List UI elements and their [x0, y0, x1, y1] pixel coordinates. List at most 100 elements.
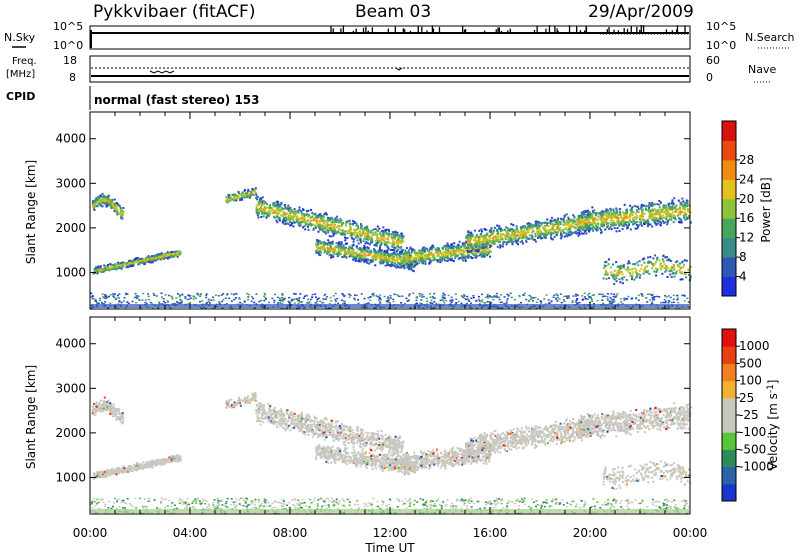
echo-pixel — [543, 221, 546, 224]
echo-pixel — [152, 255, 155, 258]
echo-pixel — [249, 195, 252, 198]
echo-pixel — [345, 255, 348, 258]
echo-pixel — [322, 215, 325, 218]
ground-scatter-pixel — [298, 301, 301, 303]
ground-scatter-pixel — [450, 296, 453, 299]
echo-pixel — [278, 216, 281, 219]
echo-pixel — [684, 208, 687, 211]
echo-pixel — [460, 256, 463, 259]
echo-pixel — [484, 236, 487, 239]
echo-pixel — [490, 233, 493, 236]
ground-scatter-pixel — [445, 299, 448, 302]
echo-pixel — [258, 200, 261, 203]
echo-pixel — [572, 214, 575, 217]
echo-pixel — [310, 224, 313, 227]
echo-pixel — [537, 230, 540, 233]
echo-pixel — [282, 212, 285, 215]
echo-pixel — [279, 204, 282, 207]
echo-pixel — [679, 221, 682, 224]
echo-pixel — [356, 234, 359, 237]
ground-scatter-pixel — [279, 302, 282, 304]
echo-pixel — [476, 250, 479, 253]
echo-pixel — [247, 193, 250, 196]
echo-pixel — [662, 254, 665, 257]
echo-pixel — [370, 251, 373, 254]
echo-pixel — [587, 225, 590, 228]
echo-pixel — [467, 230, 470, 233]
echo-pixel — [612, 208, 615, 211]
echo-pixel — [331, 223, 334, 226]
echo-pixel — [487, 241, 490, 244]
echo-pixel — [277, 202, 280, 205]
echo-pixel — [583, 219, 586, 222]
echo-pixel — [268, 207, 271, 210]
echo-pixel — [405, 260, 408, 263]
echo-pixel — [383, 242, 386, 245]
echo-pixel — [639, 207, 642, 210]
echo-pixel — [434, 252, 437, 255]
echo-pixel — [543, 228, 546, 231]
echo-pixel — [282, 213, 285, 216]
echo-pixel — [496, 240, 499, 243]
echo-pixel — [571, 232, 574, 235]
ground-scatter-pixel — [294, 293, 297, 295]
echo-pixel — [527, 230, 530, 233]
echo-pixel — [584, 223, 587, 226]
echo-pixel — [362, 252, 365, 255]
echo-pixel — [591, 224, 594, 227]
echo-pixel — [326, 251, 329, 254]
echo-pixel — [574, 227, 577, 230]
ground-scatter-pixel — [611, 301, 614, 303]
echo-pixel — [315, 242, 318, 245]
echo-pixel — [379, 248, 382, 251]
echo-pixel — [441, 259, 444, 262]
echo-pixel — [303, 225, 306, 228]
echo-pixel — [136, 259, 139, 262]
echo-pixel — [469, 243, 472, 246]
echo-pixel — [651, 201, 654, 204]
echo-pixel — [293, 215, 296, 218]
echo-pixel — [378, 255, 381, 258]
echo-pixel — [606, 273, 609, 276]
echo-pixel — [386, 246, 389, 249]
echo-pixel — [289, 224, 292, 227]
ground-scatter-pixel — [407, 299, 410, 301]
echo-pixel — [687, 273, 690, 276]
echo-pixel — [371, 256, 374, 259]
echo-pixel — [387, 258, 390, 261]
echo-pixel — [588, 230, 591, 233]
echo-pixel — [547, 232, 550, 235]
echo-pixel — [374, 255, 377, 258]
echo-pixel — [479, 238, 482, 241]
echo-pixel — [607, 222, 610, 225]
echo-pixel — [577, 215, 580, 218]
echo-pixel — [465, 240, 468, 243]
echo-pixel — [469, 235, 472, 238]
echo-pixel — [411, 260, 414, 263]
echo-pixel — [631, 213, 634, 216]
echo-pixel — [409, 254, 412, 257]
echo-pixel — [627, 260, 630, 263]
echo-pixel — [467, 256, 470, 259]
echo-pixel — [142, 258, 145, 261]
echo-pixel — [569, 228, 572, 231]
ground-scatter-pixel — [419, 295, 422, 297]
echo-pixel — [557, 221, 560, 224]
ground-scatter-pixel — [487, 297, 490, 299]
echo-pixel — [615, 280, 618, 283]
echo-pixel — [365, 226, 368, 229]
echo-pixel — [460, 249, 463, 252]
echo-pixel — [96, 265, 99, 268]
echo-pixel — [322, 224, 325, 227]
echo-pixel — [429, 256, 432, 259]
echo-pixel — [400, 250, 403, 253]
echo-pixel — [489, 243, 492, 246]
echo-pixel — [336, 254, 339, 257]
echo-pixel — [584, 230, 587, 233]
echo-pixel — [279, 219, 282, 222]
echo-pixel — [176, 255, 179, 258]
echo-pixel — [289, 214, 292, 217]
echo-pixel — [666, 256, 669, 259]
echo-pixel — [322, 241, 325, 244]
